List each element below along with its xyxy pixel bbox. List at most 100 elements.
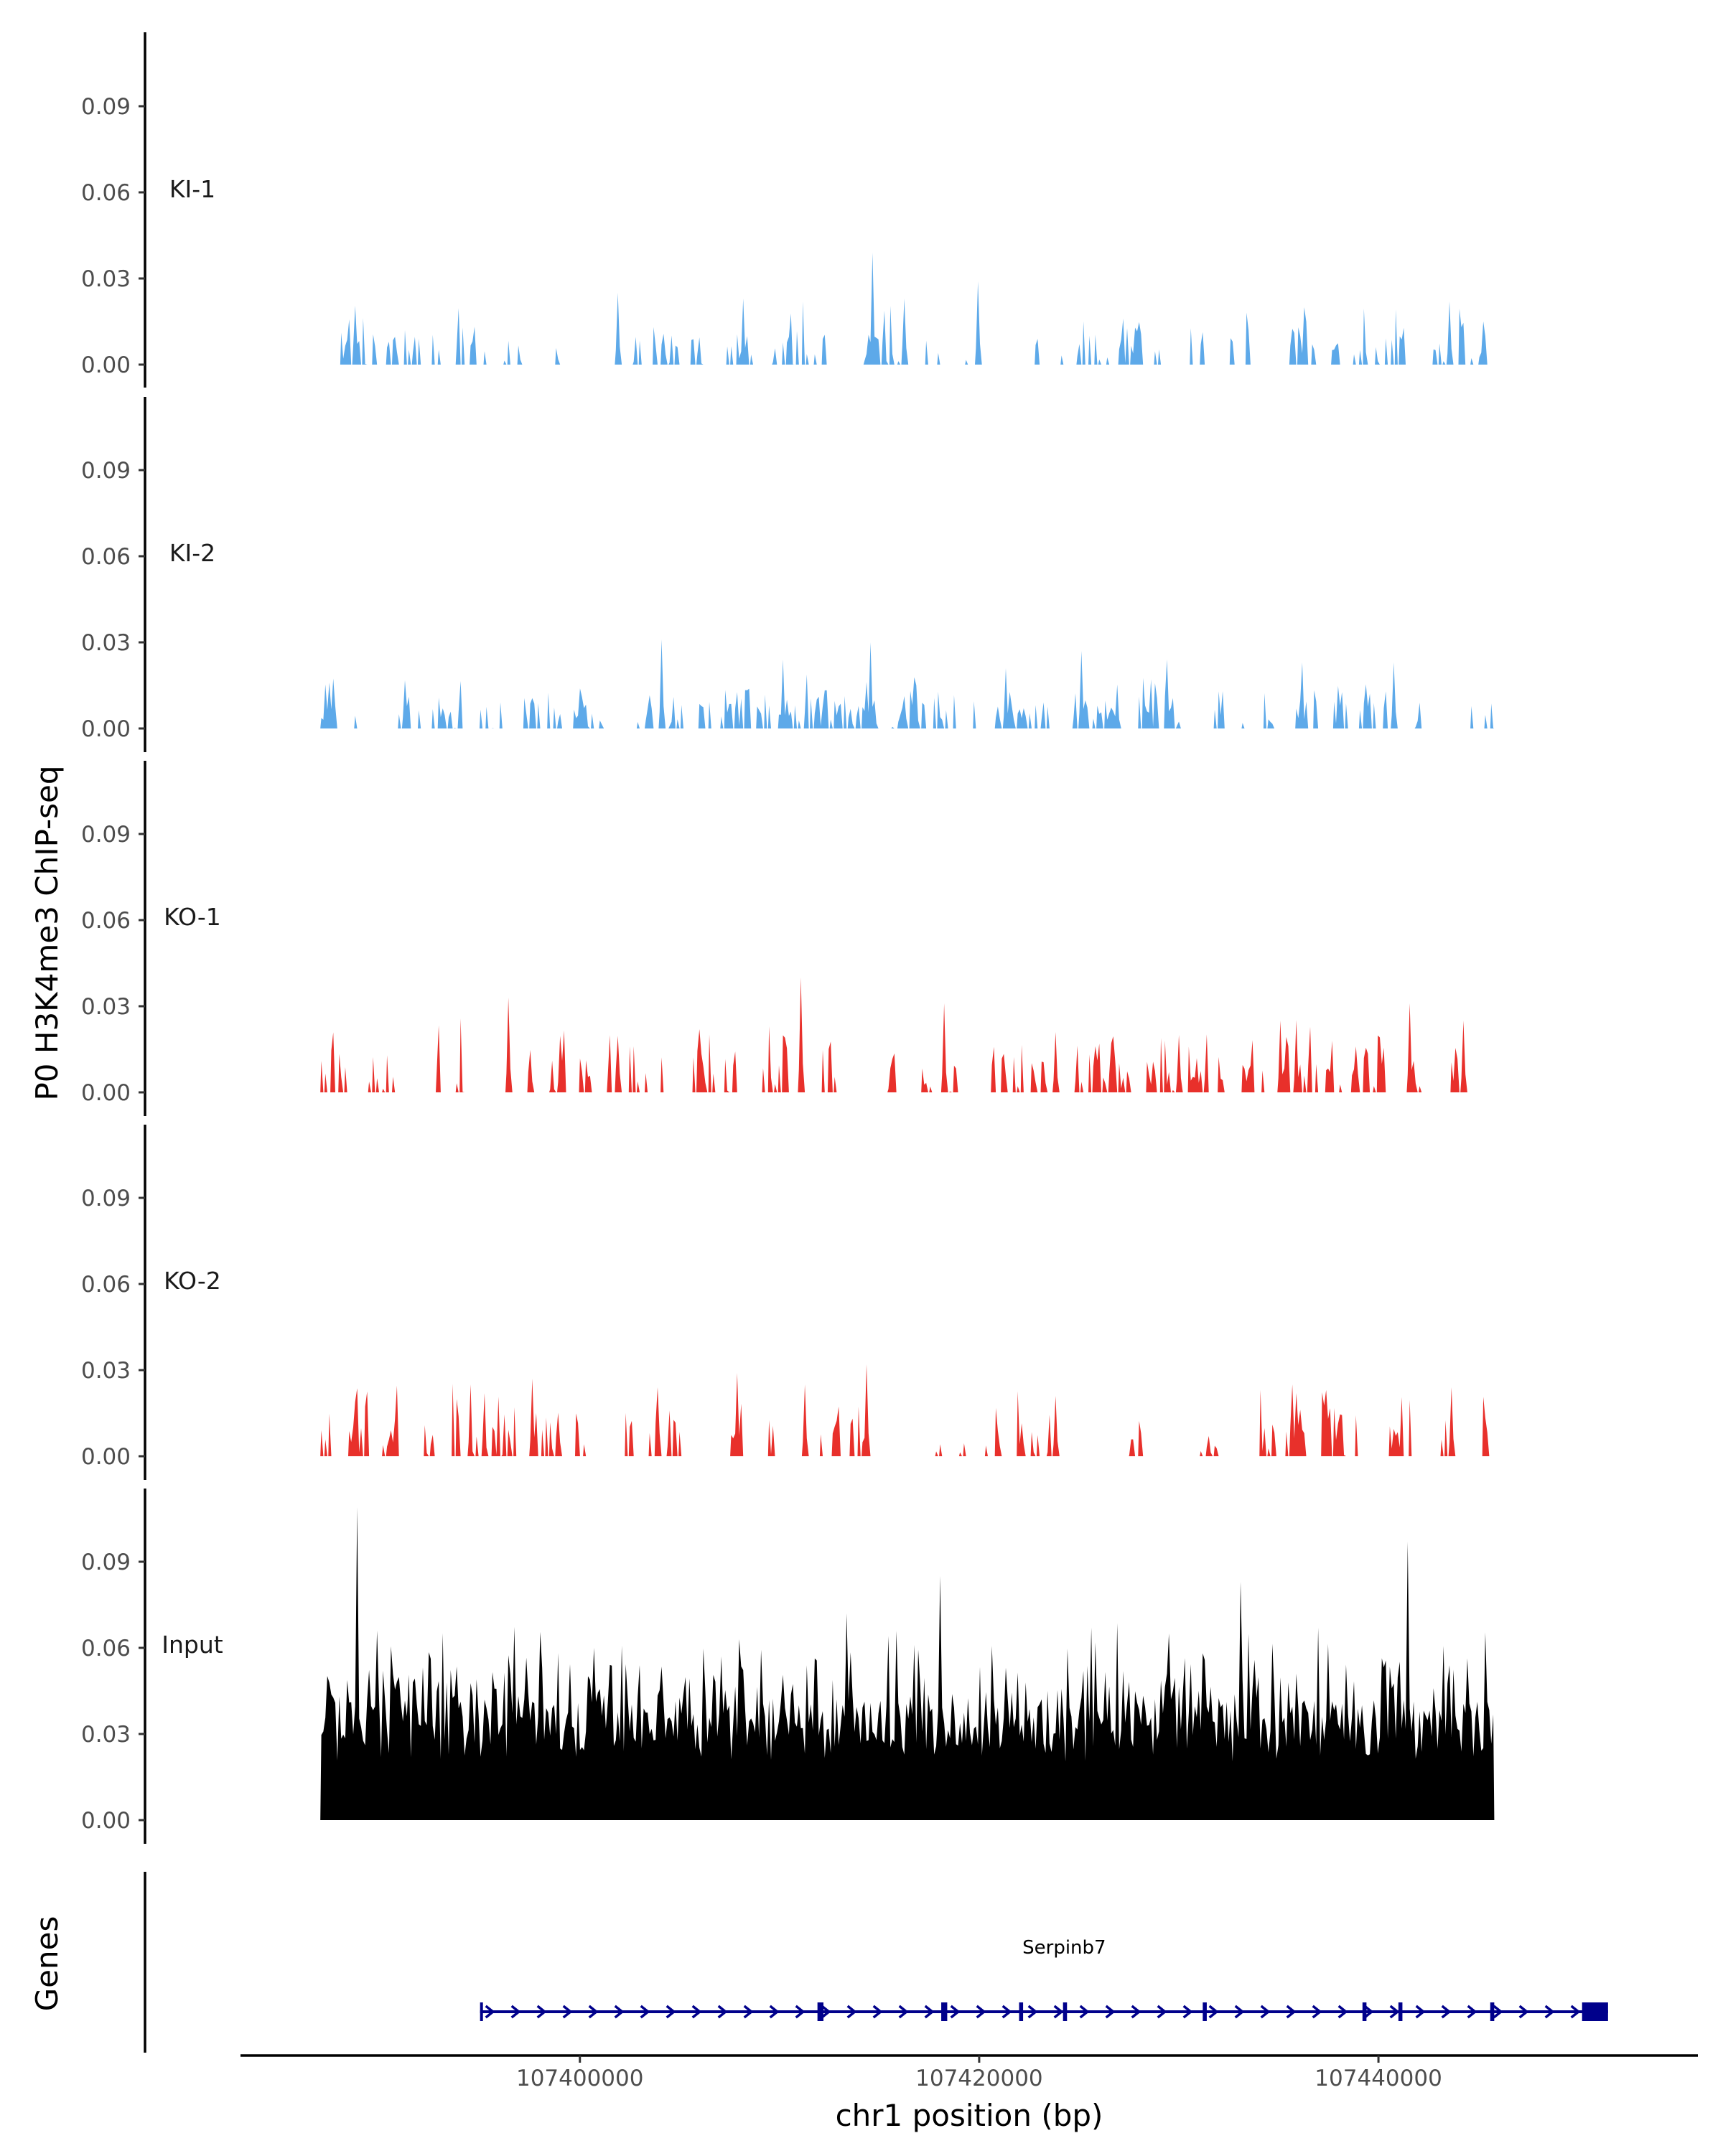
strand-arrow	[1001, 2005, 1012, 2019]
y-tick-label: 0.00	[81, 1080, 131, 1106]
x-axis: 107400000 107420000 107440000	[241, 2054, 1698, 2091]
y-tick-label: 0.03	[81, 994, 131, 1020]
strand-arrow	[1544, 2005, 1555, 2019]
strand-arrow	[1105, 2005, 1116, 2019]
y-tick-label: 0.06	[81, 908, 131, 934]
gene-label: Serpinb7	[1022, 1937, 1106, 1959]
track-panel-input: 0.00 0.03 0.06 0.09 Input	[81, 1489, 1495, 1844]
y-tick-label: 0.00	[81, 352, 131, 378]
y-axis-title: P0 H3K4me3 ChIP-seq	[29, 765, 65, 1100]
x-tick-label: 107420000	[915, 2066, 1043, 2091]
y-tick-label: 0.06	[81, 544, 131, 570]
strand-arrow	[1079, 2005, 1090, 2019]
strand-arrow	[614, 2005, 625, 2019]
strand-arrow	[1260, 2005, 1271, 2019]
strand-arrow	[666, 2005, 676, 2019]
strand-arrow	[1208, 2005, 1219, 2019]
gene-exon	[1398, 2002, 1403, 2021]
strand-arrow	[1570, 2005, 1581, 2019]
y-tick-label: 0.09	[81, 822, 131, 848]
strand-arrow	[1182, 2005, 1193, 2019]
signal-area-input	[320, 1507, 1495, 1820]
gene-exon	[817, 2002, 823, 2021]
x-tick-label: 107440000	[1315, 2066, 1442, 2091]
gene-model-serpinb7: Serpinb7	[480, 1937, 1608, 2021]
gene-exon	[1203, 2002, 1207, 2021]
gene-exon	[1490, 2002, 1495, 2021]
y-tick-label: 0.03	[81, 1722, 131, 1748]
y-tick-label: 0.03	[81, 266, 131, 292]
signal-area-ko-1	[320, 978, 1467, 1092]
y-tick-label: 0.03	[81, 1358, 131, 1384]
y-tick-label: 0.06	[81, 180, 131, 206]
strand-arrow	[1415, 2005, 1426, 2019]
strand-arrow	[1131, 2005, 1141, 2019]
gene-exon	[1019, 2002, 1024, 2021]
strand-arrow	[1493, 2005, 1503, 2019]
strand-arrow	[562, 2005, 573, 2019]
y-tick-label: 0.00	[81, 716, 131, 742]
strand-arrow	[485, 2005, 495, 2019]
gene-exon	[480, 2002, 483, 2021]
strand-arrow	[536, 2005, 547, 2019]
strand-arrow	[1053, 2005, 1064, 2019]
track-label-input: Input	[162, 1631, 223, 1659]
strand-arrow	[950, 2005, 961, 2019]
signal-area-ki-2	[320, 639, 1495, 728]
gene-panel: Serpinb7	[144, 1872, 1608, 2053]
signal-area-ko-2	[320, 1364, 1490, 1456]
track-panel-ki-2: 0.00 0.03 0.06 0.09 KI-2	[81, 397, 1495, 752]
track-label-ko-1: KO-1	[164, 903, 221, 931]
strand-arrow	[1389, 2005, 1400, 2019]
strand-arrow	[846, 2005, 857, 2019]
strand-arrow	[1234, 2005, 1245, 2019]
strand-arrow	[717, 2005, 728, 2019]
strand-arrow	[1467, 2005, 1477, 2019]
strand-arrow	[872, 2005, 883, 2019]
strand-arrow	[510, 2005, 521, 2019]
signal-area-ki-1	[340, 253, 1488, 365]
x-tick-label: 107400000	[516, 2066, 644, 2091]
y-tick-label: 0.09	[81, 458, 131, 484]
y-tick-label: 0.03	[81, 630, 131, 656]
strand-arrow	[795, 2005, 806, 2019]
track-panel-ko-1: 0.00 0.03 0.06 0.09 KO-1	[81, 761, 1467, 1116]
strand-arrow	[1286, 2005, 1297, 2019]
y-tick-label: 0.09	[81, 94, 131, 120]
y-tick-label: 0.09	[81, 1186, 131, 1211]
y-tick-label: 0.06	[81, 1272, 131, 1298]
strand-arrow	[1312, 2005, 1322, 2019]
strand-arrow	[1441, 2005, 1452, 2019]
strand-arrow	[898, 2005, 909, 2019]
strand-arrow	[743, 2005, 754, 2019]
y-tick-label: 0.06	[81, 1636, 131, 1661]
track-panel-ki-1: 0.00 0.03 0.06 0.09 KI-1	[81, 32, 1488, 388]
y-tick-label: 0.00	[81, 1808, 131, 1834]
strand-arrow	[924, 2005, 935, 2019]
x-axis-title: chr1 position (bp)	[836, 2098, 1103, 2133]
y-tick-label: 0.00	[81, 1444, 131, 1470]
strand-arrow	[1027, 2005, 1038, 2019]
strand-arrow	[1363, 2005, 1374, 2019]
track-label-ki-2: KI-2	[169, 539, 215, 567]
strand-arrow	[976, 2005, 986, 2019]
y-tick-label: 0.09	[81, 1550, 131, 1575]
track-panels: 0.00 0.03 0.06 0.09 KI-1 0.00 0.03 0.06 0.09 KI-2…	[81, 32, 1495, 1844]
gene-exon	[1063, 2002, 1068, 2021]
strand-arrow	[691, 2005, 702, 2019]
gene-exon	[941, 2002, 948, 2021]
strand-arrow	[640, 2005, 650, 2019]
track-label-ki-1: KI-1	[169, 175, 215, 203]
strand-arrow	[769, 2005, 780, 2019]
strand-arrow	[821, 2005, 831, 2019]
genes-axis-title: Genes	[29, 1916, 65, 2012]
gene-exon	[1362, 2002, 1367, 2021]
strand-arrow	[588, 2005, 599, 2019]
strand-arrow	[1157, 2005, 1167, 2019]
strand-arrow	[1518, 2005, 1529, 2019]
strand-arrow	[1337, 2005, 1348, 2019]
gene-exon	[1582, 2002, 1608, 2021]
track-panel-ko-2: 0.00 0.03 0.06 0.09 KO-2	[81, 1125, 1490, 1480]
